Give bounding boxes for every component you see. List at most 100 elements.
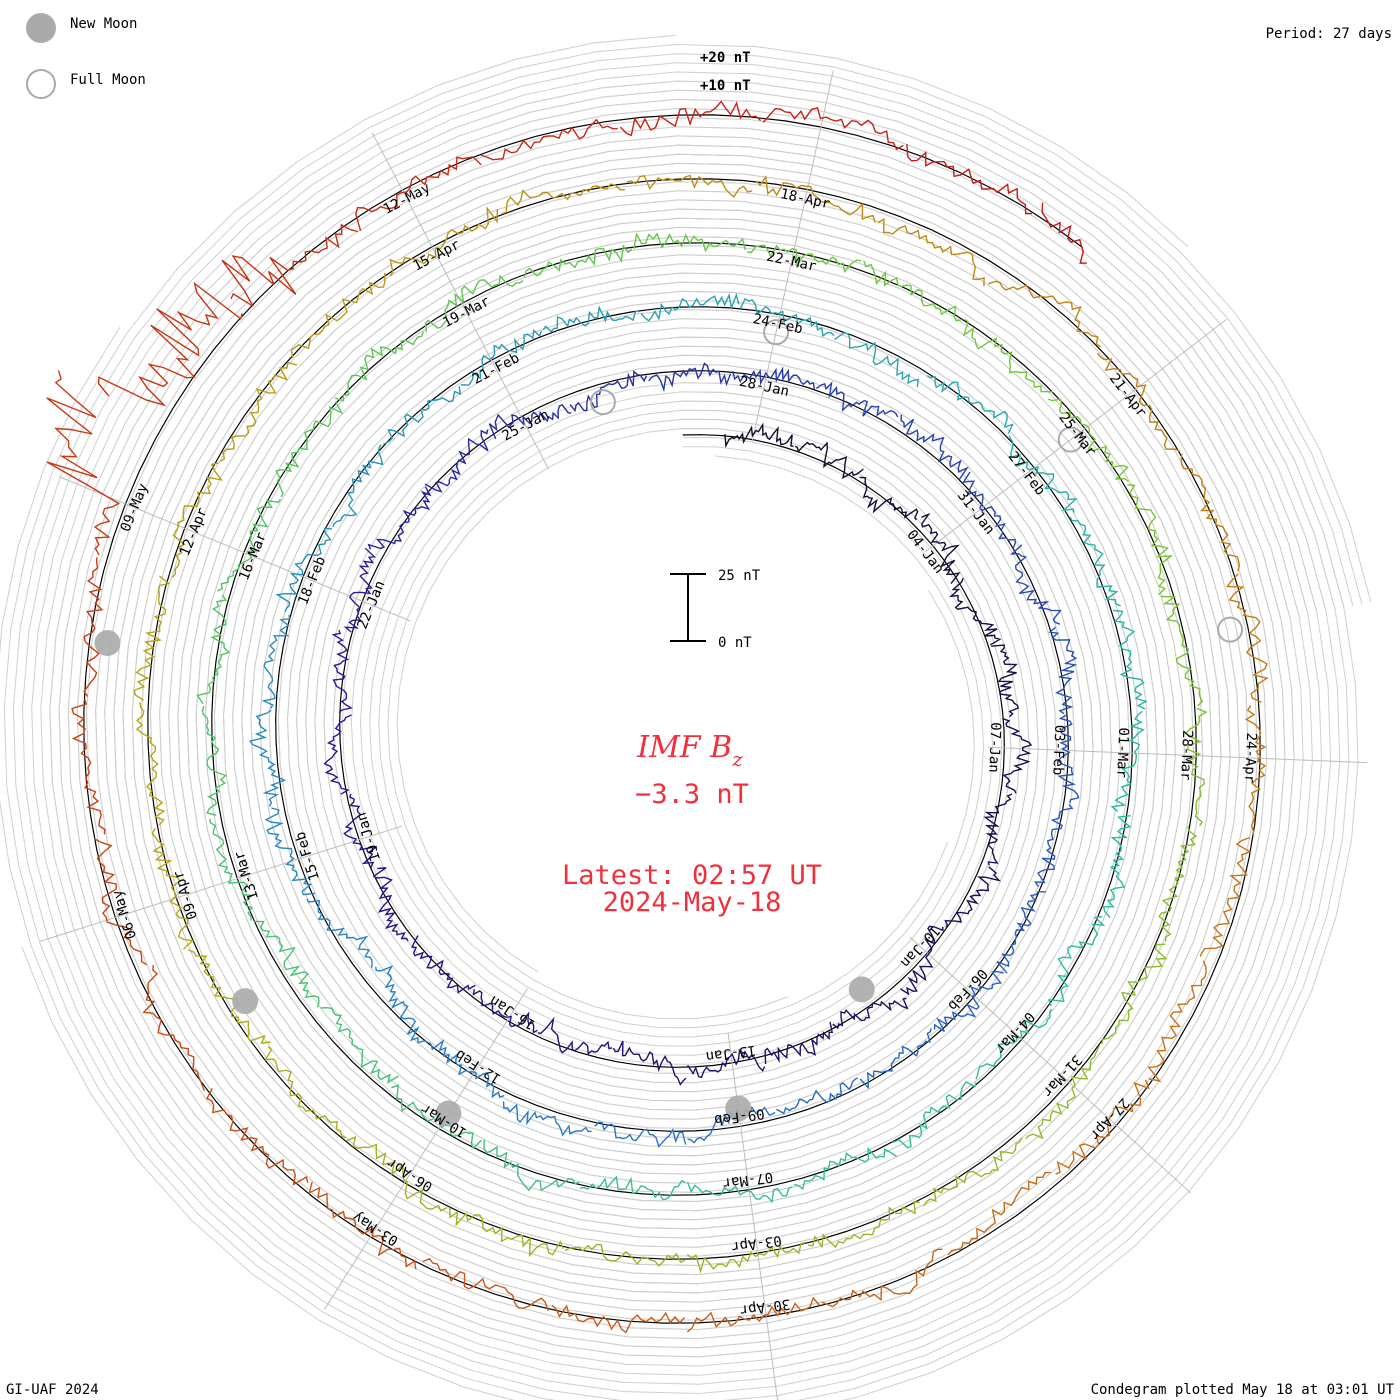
- bz-trace-segment: [323, 714, 352, 795]
- bz-trace-segment: [762, 107, 904, 151]
- new-moon-marker: [725, 1095, 752, 1122]
- bz-trace-segment: [383, 385, 462, 445]
- full-moon-marker: [763, 319, 790, 346]
- bz-trace-segment: [46, 370, 120, 556]
- bz-trace-segment: [933, 970, 1004, 1032]
- bz-trace-segment: [1180, 453, 1241, 572]
- bz-trace-segment: [480, 118, 618, 161]
- grid-spiral: [0, 89, 1350, 1400]
- bz-trace-segment: [832, 997, 909, 1030]
- bz-trace-segment: [877, 217, 985, 287]
- date-label: 30-Apr: [739, 1295, 791, 1318]
- date-label: 18-Apr: [779, 186, 832, 212]
- bz-trace-segment: [1002, 717, 1033, 794]
- bz-trace-segment: [739, 297, 835, 338]
- bz-trace-segment: [1101, 943, 1168, 1045]
- footer-credit: GI-UAF 2024: [6, 1382, 99, 1398]
- radial-spoke: [909, 936, 1192, 1194]
- bz-trace-segment: [859, 1028, 932, 1090]
- bz-trace-segment: [391, 1084, 482, 1150]
- full-moon-marker: [1217, 616, 1244, 643]
- bz-trace-segment: [275, 527, 333, 613]
- bz-trace-segment: [331, 629, 353, 714]
- bz-trace-segment: [1008, 435, 1078, 513]
- bz-trace-segment: [201, 705, 227, 816]
- bz-trace-segment: [732, 366, 815, 390]
- bz-trace-segment: [375, 965, 428, 1044]
- radial-spoke: [323, 988, 528, 1310]
- bz-trace-segment: [332, 444, 384, 528]
- bz-trace-segment: [537, 1016, 613, 1055]
- date-label: 28-Mar: [1177, 730, 1195, 781]
- new-moon-marker: [94, 630, 121, 657]
- date-label: 06-Feb: [944, 965, 990, 1013]
- bz-trace-segment: [640, 292, 740, 322]
- bz-trace-segment: [1160, 595, 1204, 707]
- bz-trace-segment: [460, 329, 543, 386]
- bz-trace-segment: [594, 1121, 687, 1148]
- bz-trace-segment: [962, 471, 1017, 548]
- bz-trace-segment: [975, 1008, 1053, 1080]
- date-label: 31-Mar: [1039, 1052, 1085, 1100]
- bz-trace-segment: [947, 1171, 1051, 1256]
- bz-trace-segment: [747, 244, 862, 274]
- bz-trace-segment: [633, 232, 746, 253]
- bz-trace-segment: [793, 1146, 897, 1190]
- bz-trace-segment: [996, 891, 1046, 974]
- bz-trace-segment: [891, 1081, 977, 1149]
- bz-trace-segment: [794, 441, 864, 480]
- radial-spoke: [39, 825, 403, 942]
- full-moon-marker: [1057, 426, 1084, 453]
- bz-trace-segment: [1048, 626, 1078, 715]
- center-title-subscript: z: [731, 747, 743, 771]
- date-label: 03-Feb: [1049, 724, 1067, 775]
- bz-trace-segment: [320, 1006, 399, 1084]
- footer-plot-time: Condegram plotted May 18 at 03:01 UT: [1091, 1382, 1395, 1398]
- bz-trace-segment: [612, 1040, 687, 1086]
- bz-trace-segment: [220, 361, 298, 462]
- full-moon-legend-icon: [26, 69, 56, 99]
- bz-trace-segment: [449, 1207, 564, 1258]
- bz-trace-segment: [502, 1101, 592, 1137]
- bz-trace-segment: [1041, 202, 1087, 264]
- bz-trace-segment: [306, 898, 373, 968]
- center-value: −3.3 nT: [635, 779, 749, 810]
- date-label: 07-Jan: [985, 722, 1003, 773]
- bz-trace-segment: [372, 867, 409, 942]
- bz-trace-segment: [687, 1048, 766, 1079]
- bz-trace-segment: [151, 827, 195, 950]
- bz-trace-segment: [135, 702, 166, 826]
- bz-trace-segment: [764, 1021, 834, 1065]
- bz-trace-segment: [275, 401, 344, 498]
- latest-time: Latest: 02:57 UT: [562, 860, 822, 891]
- bz-trace-segment: [422, 1257, 549, 1311]
- bz-trace-segment: [859, 476, 919, 521]
- bz-trace-segment: [962, 318, 1053, 393]
- full-moon-legend-label: Full Moon: [70, 72, 146, 88]
- new-moon-marker: [435, 1100, 462, 1127]
- moon-markers: [94, 319, 1244, 1127]
- scale-bar-bottom-label: 0 nT: [718, 635, 752, 651]
- bz-trace-segment: [343, 547, 376, 633]
- bz-trace-segment: [1112, 609, 1148, 710]
- grid-spiral: [3, 34, 1341, 1400]
- date-label: 07-Mar: [722, 1168, 774, 1191]
- date-label: 04-Mar: [992, 1008, 1038, 1056]
- grid-spiral: [40, 71, 1354, 1367]
- bz-trace-segment: [254, 920, 320, 1008]
- bz-trace-segment: [542, 305, 640, 333]
- bz-trace-segment: [411, 935, 476, 994]
- date-label: 21-Apr: [1106, 371, 1150, 421]
- radial-spoke: [58, 476, 411, 622]
- radial-spoke: [751, 70, 834, 443]
- bz-trace-segment: [686, 1242, 806, 1274]
- bz-trace-segment: [428, 1039, 505, 1099]
- bz-trace-segment: [133, 575, 171, 701]
- new-moon-legend-label: New Moon: [70, 16, 137, 32]
- bz-trace-segment: [724, 422, 794, 449]
- bz-trace-segment: [564, 1243, 686, 1267]
- grid-spiral: [131, 162, 1264, 1276]
- bz-trace-segment: [900, 925, 944, 996]
- bz-trace-segment: [334, 331, 424, 402]
- radial-spoke: [925, 319, 1227, 553]
